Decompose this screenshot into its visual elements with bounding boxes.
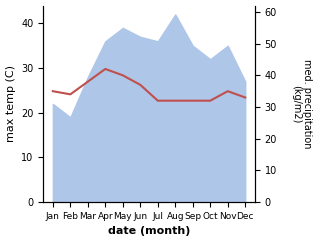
X-axis label: date (month): date (month) [108,227,190,236]
Y-axis label: max temp (C): max temp (C) [5,65,16,142]
Y-axis label: med. precipitation
(kg/m2): med. precipitation (kg/m2) [291,59,313,149]
